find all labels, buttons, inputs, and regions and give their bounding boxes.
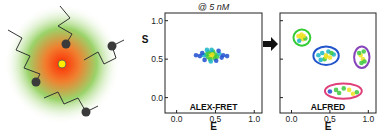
x-axis-label: E bbox=[325, 121, 332, 131]
x-axis-label: E bbox=[210, 121, 217, 131]
population-ellipse bbox=[313, 46, 338, 64]
data-point bbox=[209, 48, 214, 53]
y-tick bbox=[280, 20, 283, 21]
molecule-center bbox=[58, 60, 66, 68]
y-axis-label: S bbox=[142, 34, 149, 45]
plot-frame bbox=[165, 13, 262, 113]
y-tick-label: 0.0 bbox=[151, 93, 163, 103]
y-tick bbox=[280, 59, 283, 60]
data-point bbox=[219, 55, 224, 60]
data-point bbox=[194, 53, 199, 58]
data-point bbox=[302, 34, 307, 39]
x-tick bbox=[291, 110, 292, 113]
data-point bbox=[200, 51, 205, 56]
data-point bbox=[216, 48, 221, 53]
data-point bbox=[318, 58, 323, 63]
y-tick-label: 1.0 bbox=[151, 16, 163, 26]
diffusion-path bbox=[58, 6, 72, 44]
population-ellipse bbox=[354, 46, 369, 68]
data-point bbox=[320, 51, 325, 56]
y-tick bbox=[280, 97, 283, 98]
data-point bbox=[205, 48, 210, 53]
y-tick bbox=[165, 97, 168, 98]
data-point bbox=[357, 51, 362, 56]
plot-frame bbox=[280, 13, 376, 113]
marks bbox=[293, 30, 369, 99]
panel: 0.00.51.0ALFREDE bbox=[280, 13, 376, 131]
data-point bbox=[214, 58, 219, 63]
arrow bbox=[263, 37, 278, 51]
data-point bbox=[341, 86, 346, 91]
confocal-volume bbox=[4, 4, 120, 124]
data-point bbox=[329, 51, 334, 56]
x-tick bbox=[254, 110, 255, 113]
data-point bbox=[208, 59, 213, 64]
diffusion-path bbox=[8, 30, 40, 82]
diffusion-path bbox=[44, 92, 98, 112]
annotation: ALEX-FRET bbox=[190, 102, 239, 112]
data-point bbox=[324, 55, 329, 60]
molecule bbox=[62, 40, 71, 49]
molecule bbox=[82, 108, 91, 117]
data-point bbox=[225, 54, 230, 59]
data-point bbox=[359, 61, 364, 66]
marks bbox=[194, 48, 230, 64]
x-tick-label: 1.0 bbox=[248, 114, 260, 124]
x-tick bbox=[368, 110, 369, 113]
data-point bbox=[210, 52, 215, 57]
data-point bbox=[297, 38, 302, 43]
data-point bbox=[328, 55, 333, 60]
x-tick-label: 0.0 bbox=[171, 114, 183, 124]
data-point bbox=[334, 88, 339, 93]
annotation: ALFRED bbox=[311, 102, 345, 112]
y-tick bbox=[165, 20, 168, 21]
data-point bbox=[347, 88, 352, 93]
diffusion-path bbox=[84, 40, 124, 64]
title: @ 5 nM bbox=[198, 2, 230, 12]
data-point bbox=[328, 89, 333, 94]
schematic bbox=[4, 4, 124, 124]
x-tick-label: 0.0 bbox=[286, 114, 298, 124]
panel: 0.00.51.00.00.51.0@ 5 nMALEX-FRETES bbox=[142, 2, 262, 131]
molecule bbox=[32, 78, 41, 87]
figure: 0.00.51.00.00.51.0@ 5 nMALEX-FRETES0.00.… bbox=[0, 0, 378, 131]
data-point bbox=[351, 91, 356, 96]
data-point bbox=[361, 49, 366, 54]
x-tick bbox=[176, 110, 177, 113]
y-tick bbox=[165, 59, 168, 60]
population-ellipse bbox=[325, 83, 362, 98]
population-ellipse bbox=[293, 30, 310, 46]
y-tick-label: 0.5 bbox=[151, 54, 163, 64]
x-tick-label: 1.0 bbox=[362, 114, 374, 124]
molecule bbox=[108, 42, 117, 51]
data-point bbox=[202, 58, 207, 63]
data-point bbox=[316, 53, 321, 58]
